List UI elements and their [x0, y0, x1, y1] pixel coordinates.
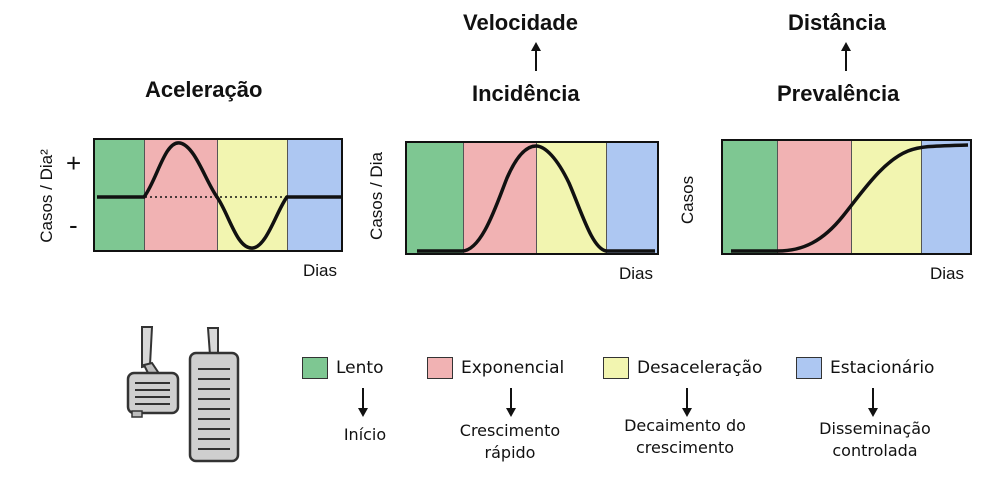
legend-label-stationary: Estacionário: [830, 358, 935, 378]
up-arrow-icon: [841, 42, 851, 71]
outcome-deceleration: Decaimento do crescimento: [605, 415, 765, 459]
outcome-stationary-line1: Disseminação: [819, 419, 931, 438]
legend-swatch-slow: [302, 357, 328, 379]
legend-swatch-exponential: [427, 357, 453, 379]
phase-bg-stationary: [921, 141, 970, 253]
pedals-icon: [126, 326, 240, 463]
outcome-deceleration-line2: crescimento: [635, 438, 735, 457]
y-axis-label-incidence: Casos / Dia: [367, 152, 386, 240]
legend-label-deceleration: Desaceleração: [637, 358, 763, 378]
title-acceleration: Aceleração: [145, 77, 263, 102]
x-axis-label-days-3: Dias: [930, 264, 965, 283]
legend-swatch-stationary: [796, 357, 822, 379]
outcome-slow: Início: [320, 424, 410, 446]
panel-incidence: [405, 141, 659, 255]
phase-bg-slow: [95, 140, 144, 250]
phase-bg-exponential: [144, 140, 218, 250]
outcome-deceleration-line1: Decaimento do: [624, 416, 746, 435]
title-prevalence: Prevalência: [777, 81, 900, 106]
phase-bg-slow: [723, 141, 777, 253]
down-arrow-icon: [506, 388, 516, 417]
incidence-curve: [417, 144, 655, 253]
prevalence-curve: [731, 143, 969, 253]
y-axis-label-acceleration: Casos / Dia²: [37, 149, 56, 243]
legend-swatch-deceleration: [603, 357, 629, 379]
down-arrow-icon: [358, 388, 368, 417]
outcome-slow-line1: Início: [343, 425, 387, 444]
phase-bg-deceleration: [851, 141, 922, 253]
phase-bg-slow: [407, 143, 463, 253]
outcome-exponential-line1: Crescimento: [459, 421, 561, 440]
outcome-exponential: Crescimento rápido: [445, 420, 575, 464]
phase-bg-deceleration: [217, 140, 288, 250]
phase-bg-stationary: [606, 143, 657, 253]
plus-sign: +: [66, 148, 82, 178]
phase-bg-exponential: [777, 141, 852, 253]
x-axis-label-days-1: Dias: [303, 261, 338, 280]
up-arrow-icon: [531, 42, 541, 71]
legend-label-slow: Lento: [336, 358, 384, 378]
panel-acceleration: [93, 138, 343, 252]
outcome-stationary: Disseminação controlada: [800, 418, 950, 462]
title-incidence: Incidência: [472, 81, 580, 106]
phase-bg-deceleration: [536, 143, 607, 253]
phase-bg-stationary: [287, 140, 341, 250]
y-axis-label-prevalence: Casos: [678, 175, 697, 225]
minus-sign: -: [69, 210, 78, 240]
down-arrow-icon: [682, 388, 692, 417]
title-velocity: Velocidade: [463, 10, 578, 35]
down-arrow-icon: [868, 388, 878, 417]
x-axis-label-days-2: Dias: [619, 264, 654, 283]
legend-label-exponential: Exponencial: [461, 358, 565, 378]
acceleration-curve: [97, 141, 341, 250]
outcome-exponential-line2: rápido: [484, 443, 536, 462]
outcome-stationary-line2: controlada: [832, 441, 918, 460]
panel-prevalence: [721, 139, 972, 255]
title-distance: Distância: [788, 10, 886, 35]
